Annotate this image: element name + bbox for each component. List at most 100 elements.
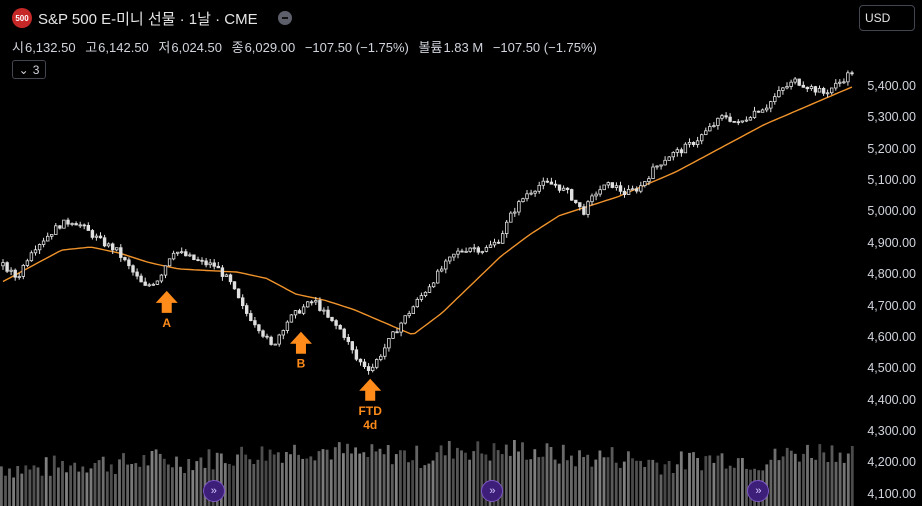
volume-bar xyxy=(399,450,402,506)
volume-bar xyxy=(158,453,162,506)
volume-bar xyxy=(191,470,195,506)
volume-bar xyxy=(785,447,789,506)
volume-bar xyxy=(578,450,581,506)
candle-body xyxy=(533,190,537,194)
collapse-icon[interactable] xyxy=(277,11,292,25)
candle-body xyxy=(740,120,744,123)
candle-body xyxy=(9,269,13,272)
volume-bar xyxy=(228,464,231,506)
candle-body xyxy=(70,223,74,225)
candle-body xyxy=(513,211,517,214)
volume-bar xyxy=(162,458,166,506)
volume-bar xyxy=(798,461,801,506)
candle-body xyxy=(354,349,359,360)
economic-event-icon[interactable]: » xyxy=(481,480,504,502)
candle-body xyxy=(25,260,30,266)
indicators-toggle-button[interactable]: ⌄ 3 xyxy=(12,60,46,79)
candle-body xyxy=(744,119,749,122)
candle-body xyxy=(374,359,379,368)
candle-body xyxy=(151,283,155,286)
volume-bar xyxy=(346,443,349,506)
volume-bar xyxy=(537,457,541,506)
candle-body xyxy=(683,143,688,154)
candle-body xyxy=(17,276,21,278)
volume-bar xyxy=(451,458,455,506)
candle-body xyxy=(46,235,50,242)
candle-body xyxy=(476,247,480,253)
candle-body xyxy=(33,249,38,254)
volume-bar xyxy=(236,454,239,506)
annotation-label: FTD xyxy=(359,404,383,418)
volume-bar xyxy=(565,460,569,506)
economic-event-icon[interactable]: » xyxy=(747,480,770,502)
candle-body xyxy=(537,184,541,192)
candle-body xyxy=(419,295,424,300)
candle-body xyxy=(102,237,107,247)
y-tick-label: 4,600.00 xyxy=(867,329,916,344)
candle-body xyxy=(842,81,846,84)
volume-bar xyxy=(464,452,467,506)
candle-body xyxy=(403,315,407,324)
candle-body xyxy=(21,264,25,277)
candle-body xyxy=(667,156,671,161)
candle-body xyxy=(200,259,204,262)
candle-body xyxy=(244,305,249,314)
volume-bar xyxy=(439,445,443,506)
candle-body xyxy=(175,251,180,254)
candle-body xyxy=(119,247,123,258)
candle-body xyxy=(545,180,549,183)
candle-body xyxy=(663,159,667,166)
candle-body xyxy=(643,181,647,186)
candle-body xyxy=(370,366,375,371)
candle-body xyxy=(724,115,728,118)
candle-body xyxy=(37,244,42,251)
symbol-header[interactable]: 500 S&P 500 E-미니 선물 · 1날 · CME xyxy=(12,8,292,28)
candle-body xyxy=(570,189,574,201)
volume-bar xyxy=(716,455,720,506)
volume-bar xyxy=(602,457,606,506)
economic-event-icon[interactable]: » xyxy=(202,480,225,502)
volume-change-value: −107.50 (−1.75%) xyxy=(492,40,597,55)
volume-bar xyxy=(378,448,382,506)
candle-body xyxy=(257,324,261,332)
volume-bar xyxy=(610,447,614,506)
candle-body xyxy=(192,254,196,260)
candle-body xyxy=(224,274,229,277)
candle-body xyxy=(805,86,809,90)
annotation-sublabel: 4d xyxy=(363,418,377,432)
volume-bar xyxy=(667,461,671,506)
candle-body xyxy=(480,251,484,253)
volume-bar xyxy=(301,458,305,506)
y-tick-label: 4,500.00 xyxy=(867,361,916,376)
candle-body xyxy=(383,347,387,357)
volume-bar xyxy=(0,466,3,506)
candle-body xyxy=(529,192,533,195)
volume-bar xyxy=(20,473,24,506)
candle-body xyxy=(557,184,562,191)
volume-bar xyxy=(814,459,818,506)
candle-body xyxy=(488,244,493,248)
currency-selector[interactable]: USD xyxy=(859,5,915,31)
candle-body xyxy=(358,358,363,363)
candle-body xyxy=(139,275,143,283)
volume-value: 1.83 M xyxy=(443,40,484,55)
symbol-title[interactable]: S&P 500 E-미니 선물 · 1날 · CME xyxy=(38,10,258,28)
candle-body xyxy=(5,262,9,272)
candle-body xyxy=(115,247,119,251)
candle-body xyxy=(232,281,237,290)
candle-body xyxy=(846,72,850,83)
candle-body xyxy=(760,109,765,113)
candle-body xyxy=(236,288,241,299)
candle-body xyxy=(293,310,298,316)
volume-bar xyxy=(655,462,659,506)
volume-bar xyxy=(407,462,410,506)
volume-bar xyxy=(435,452,439,506)
volume-bar xyxy=(712,462,716,506)
volume-bar xyxy=(614,462,618,506)
sp500-logo-icon: 500 xyxy=(12,8,32,28)
volume-bar xyxy=(793,453,797,506)
candle-body xyxy=(431,282,436,288)
volume-bar xyxy=(570,455,573,506)
volume-bar xyxy=(24,465,28,506)
